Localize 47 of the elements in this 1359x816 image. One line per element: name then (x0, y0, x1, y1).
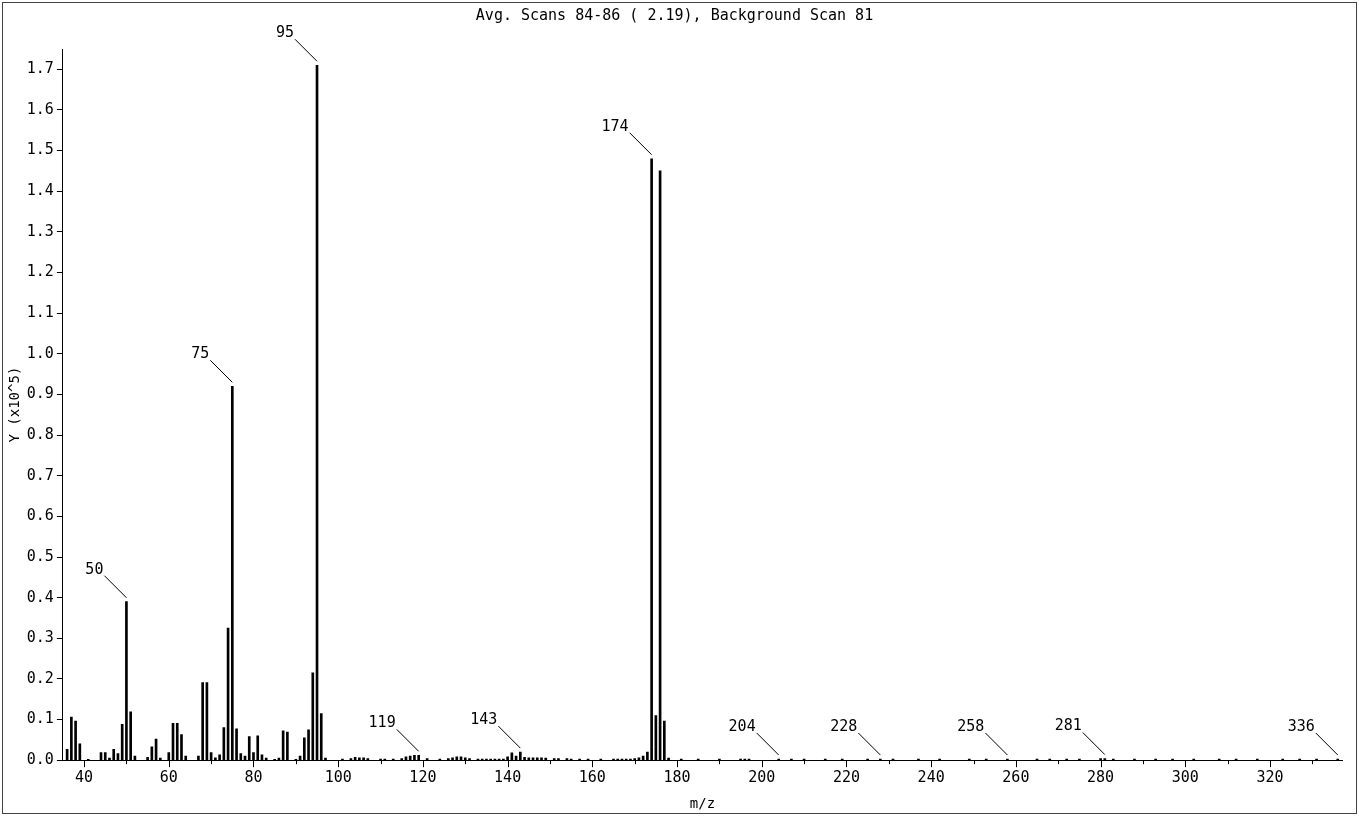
y-tick-label: 1.4 (26, 181, 54, 200)
y-tick-label: 0.6 (26, 506, 54, 525)
x-tick-label: 40 (75, 768, 94, 787)
y-tick-label: 1.6 (26, 99, 54, 118)
x-axis-title: m/z (689, 795, 716, 812)
annotation: 119 (368, 713, 396, 732)
annotation: 281 (1054, 716, 1082, 735)
y-tick-label: 0.7 (26, 465, 54, 484)
y-tick-label: 1.7 (26, 59, 54, 78)
y-axis-title: Y (x10^5) (6, 366, 23, 443)
annotation: 50 (85, 559, 104, 578)
x-tick-label: 200 (748, 768, 776, 787)
x-tick-label: 240 (917, 768, 945, 787)
x-tick-label: 300 (1171, 768, 1199, 787)
annotation: 95 (275, 23, 295, 42)
annotation: 174 (601, 116, 629, 135)
y-tick-label: 0.8 (26, 424, 54, 443)
y-tick-label: 1.5 (26, 140, 54, 159)
x-tick-label: 120 (409, 768, 437, 787)
y-tick-label: 0.4 (26, 587, 54, 606)
x-tick-label: 80 (244, 768, 263, 787)
annotation: 143 (470, 709, 498, 728)
x-tick-label: 140 (494, 768, 522, 787)
x-tick-label: 160 (578, 768, 606, 787)
x-tick-label: 60 (159, 768, 178, 787)
y-tick-label: 1.2 (26, 262, 54, 281)
annotation: 75 (191, 344, 210, 363)
annotation: 228 (830, 716, 858, 735)
y-tick-label: 0.5 (26, 546, 54, 565)
y-tick-label: 1.3 (26, 221, 54, 240)
x-tick-label: 280 (1087, 768, 1115, 787)
y-tick-label: 0.0 (26, 750, 54, 769)
x-tick-label: 220 (832, 768, 860, 787)
annotation: 336 (1287, 716, 1315, 735)
annotation: 204 (728, 716, 756, 735)
y-tick-label: 0.1 (26, 709, 54, 728)
x-tick-label: 260 (1002, 768, 1030, 787)
x-tick-label: 100 (324, 768, 352, 787)
y-tick-label: 1.0 (26, 343, 54, 362)
y-tick-label: 0.2 (26, 668, 54, 687)
chart-title: Avg. Scans 84-86 ( 2.19), Background Scan 81 (475, 5, 874, 24)
x-tick-label: 320 (1256, 768, 1284, 787)
y-tick-label: 1.1 (26, 303, 54, 322)
y-tick-label: 0.9 (26, 384, 54, 403)
x-tick-label: 180 (663, 768, 691, 787)
y-tick-label: 0.3 (26, 628, 54, 647)
annotation: 258 (957, 716, 985, 735)
